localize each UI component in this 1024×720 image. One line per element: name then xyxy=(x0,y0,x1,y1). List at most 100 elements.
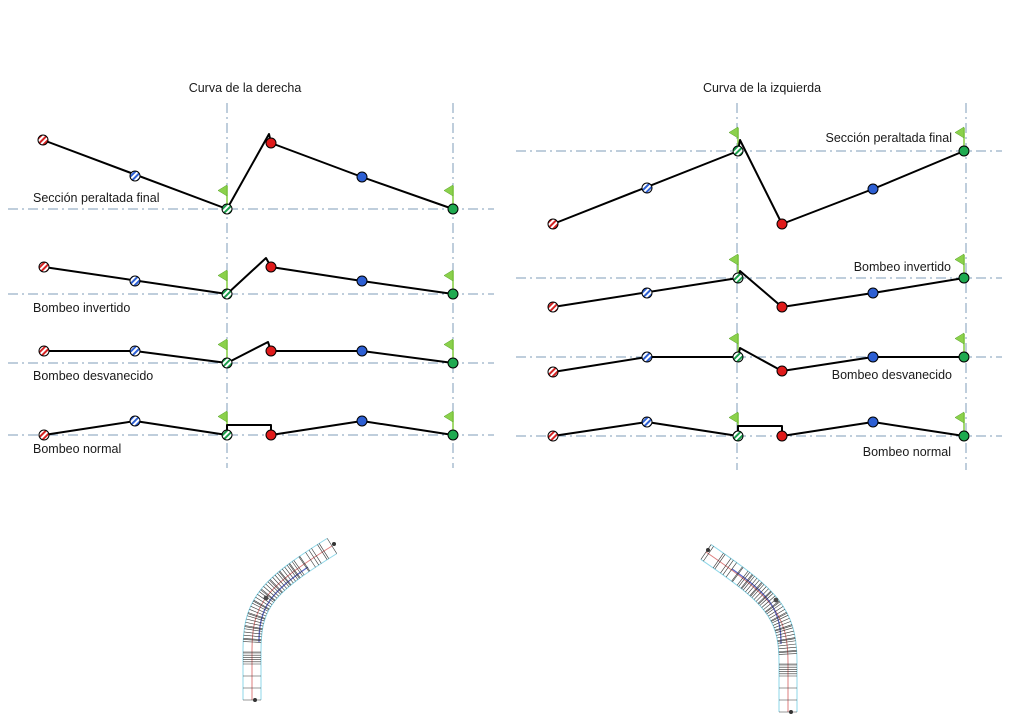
superelevation-row-r1 xyxy=(8,133,494,215)
marker-hatched-blue xyxy=(641,351,653,363)
marker-red xyxy=(265,429,277,441)
marker-hatched-blue xyxy=(129,275,141,287)
road-plan-view xyxy=(700,544,798,714)
superelevation-polyline xyxy=(43,420,454,436)
superelevation-row-r2 xyxy=(8,257,494,300)
superelevation-polyline xyxy=(44,341,454,364)
marker-hatched-blue xyxy=(641,287,653,299)
marker-green xyxy=(447,357,459,369)
marker-green xyxy=(447,288,459,300)
superelevation-polyline xyxy=(43,257,454,295)
marker-hatched-blue xyxy=(129,345,141,357)
superelevation-row-r4 xyxy=(8,410,494,441)
curve-dot xyxy=(773,597,779,603)
superelevation-row-r3 xyxy=(8,338,494,369)
marker-blue xyxy=(867,287,879,299)
station-flag-icon xyxy=(728,126,739,147)
marker-hatched-green xyxy=(732,145,744,157)
row-label-seccion-peraltada-final-left: Sección peraltada final xyxy=(825,131,952,145)
marker-hatched-red xyxy=(37,134,49,146)
marker-red xyxy=(776,218,788,230)
curve-dot xyxy=(263,595,269,601)
marker-blue xyxy=(867,416,879,428)
marker-green xyxy=(958,351,970,363)
marker-hatched-blue xyxy=(129,415,141,427)
marker-red xyxy=(776,430,788,442)
endpoint-dot xyxy=(789,710,793,714)
station-flag-icon xyxy=(217,184,228,205)
station-flag-icon xyxy=(954,411,965,432)
marker-blue xyxy=(356,275,368,287)
station-flag-icon xyxy=(217,410,228,431)
row-label-bombeo-desvanecido-right: Bombeo desvanecido xyxy=(33,369,154,383)
marker-hatched-blue xyxy=(641,182,653,194)
marker-hatched-green xyxy=(732,351,744,363)
road-offset-line xyxy=(731,568,782,645)
marker-red xyxy=(265,137,277,149)
superelevation-row-l1 xyxy=(516,126,1002,230)
marker-hatched-green xyxy=(221,203,233,215)
station-flag-icon xyxy=(954,253,965,274)
marker-hatched-green xyxy=(732,430,744,442)
section-ticks xyxy=(243,538,338,701)
marker-blue xyxy=(867,351,879,363)
superelevation-row-l3 xyxy=(516,332,1002,378)
marker-red xyxy=(265,345,277,357)
endpoint-dot xyxy=(332,542,336,546)
endpoint-dot xyxy=(706,548,710,552)
station-flag-icon xyxy=(217,269,228,290)
row-label-bombeo-desvanecido-left: Bombeo desvanecido xyxy=(831,368,952,382)
left-curve-title: Curva de la izquierda xyxy=(702,81,822,95)
station-flag-icon xyxy=(217,338,228,359)
marker-blue xyxy=(356,345,368,357)
marker-red xyxy=(776,301,788,313)
superelevation-row-l4 xyxy=(516,411,1002,442)
marker-hatched-red xyxy=(547,430,559,442)
marker-hatched-red xyxy=(547,301,559,313)
marker-red xyxy=(265,261,277,273)
marker-hatched-green xyxy=(221,357,233,369)
marker-hatched-blue xyxy=(641,416,653,428)
station-flag-icon xyxy=(728,332,739,353)
marker-hatched-red xyxy=(38,261,50,273)
endpoint-dot xyxy=(253,698,257,702)
road-plan-view xyxy=(242,537,338,702)
station-flag-icon xyxy=(443,410,454,431)
marker-hatched-red xyxy=(38,345,50,357)
marker-hatched-green xyxy=(732,272,744,284)
marker-green xyxy=(447,203,459,215)
marker-hatched-red xyxy=(547,366,559,378)
superelevation-polyline xyxy=(552,421,965,437)
marker-blue xyxy=(356,415,368,427)
row-label-bombeo-invertido-right: Bombeo invertido xyxy=(33,301,131,315)
row-label-seccion-peraltada-final-right: Sección peraltada final xyxy=(33,191,160,205)
marker-green xyxy=(958,430,970,442)
marker-hatched-blue xyxy=(129,170,141,182)
row-label-bombeo-normal-right: Bombeo normal xyxy=(33,442,122,456)
section-ticks xyxy=(700,544,797,713)
marker-green xyxy=(958,145,970,157)
station-flag-icon xyxy=(954,332,965,353)
marker-hatched-red xyxy=(547,218,559,230)
marker-red xyxy=(776,365,788,377)
marker-blue xyxy=(867,183,879,195)
marker-hatched-green xyxy=(221,429,233,441)
row-label-bombeo-invertido-left: Bombeo invertido xyxy=(853,260,951,274)
station-flag-icon xyxy=(443,184,454,205)
marker-blue xyxy=(356,171,368,183)
marker-hatched-green xyxy=(221,288,233,300)
marker-hatched-red xyxy=(38,429,50,441)
right-curve-title: Curva de la derecha xyxy=(188,81,302,95)
marker-green xyxy=(447,429,459,441)
station-flag-icon xyxy=(443,269,454,290)
marker-green xyxy=(958,272,970,284)
station-flag-icon xyxy=(728,253,739,274)
station-flag-icon xyxy=(443,338,454,359)
superelevation-row-l2 xyxy=(516,253,1002,313)
superelevation-polyline xyxy=(552,139,965,225)
station-flag-icon xyxy=(954,126,965,147)
row-label-bombeo-normal-left: Bombeo normal xyxy=(862,445,951,459)
superelevation-polyline xyxy=(552,270,965,308)
